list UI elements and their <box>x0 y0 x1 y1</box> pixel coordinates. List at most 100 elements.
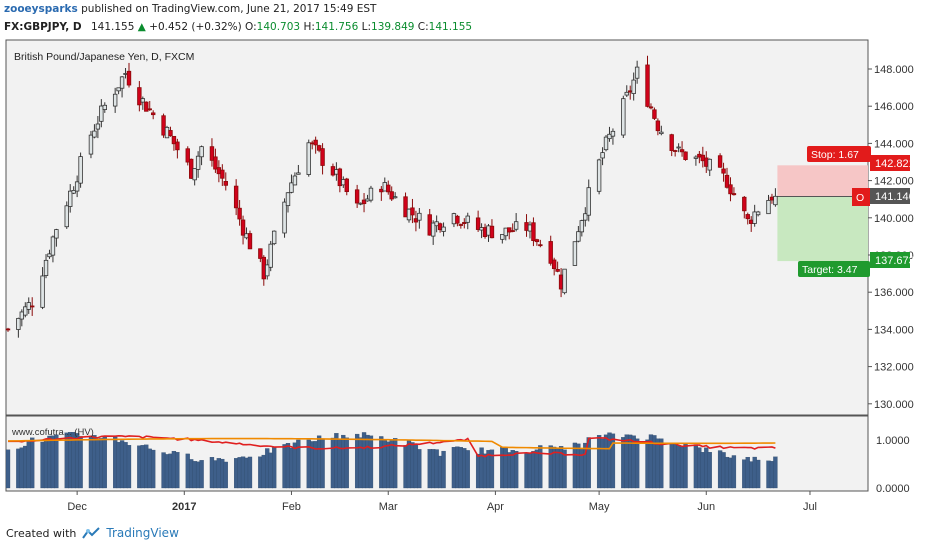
candle-body <box>95 123 101 130</box>
candle-body <box>282 201 287 234</box>
candle-body <box>337 168 343 187</box>
candle-body <box>465 215 470 223</box>
candle-body <box>361 199 367 205</box>
candle-body <box>199 146 204 158</box>
candle-body <box>513 221 519 230</box>
candle-body <box>548 241 553 264</box>
time-tick-label: Jul <box>803 501 817 513</box>
price-tick-label: 136.000 <box>874 287 914 299</box>
candle-body <box>116 87 121 92</box>
low-value: 139.849 <box>371 21 415 33</box>
target-label: Target: 3.47 <box>802 264 858 276</box>
candle-body <box>645 64 650 107</box>
created-with-text: Created with <box>6 526 77 540</box>
time-axis[interactable]: Dec 2017 Feb Mar Apr May Jun Jul <box>67 491 817 513</box>
candle-body <box>119 76 125 89</box>
candle-body <box>233 185 239 209</box>
histogram-bar <box>393 438 398 489</box>
candle-body <box>752 211 757 224</box>
candle-body <box>247 233 253 250</box>
price-axis[interactable]: 148.000146.000144.000142.000140.000138.0… <box>868 64 914 411</box>
candle-body <box>74 181 80 192</box>
histogram-bar <box>562 449 567 489</box>
candle-body <box>576 231 581 242</box>
open-marker: O <box>856 192 864 204</box>
histogram-bar <box>417 449 422 489</box>
candle-body <box>316 145 322 151</box>
candle-body <box>213 156 218 170</box>
time-tick-label: Apr <box>487 501 504 513</box>
candle-body <box>220 169 225 179</box>
histogram-bar <box>538 445 543 489</box>
candle-body <box>731 193 737 196</box>
histogram-bar <box>773 456 778 489</box>
candle-body <box>603 136 609 151</box>
change-value: +0.452 (+0.32%) <box>149 21 242 33</box>
candle-body <box>669 134 674 151</box>
candle-body <box>296 172 301 175</box>
candle-body <box>320 148 325 166</box>
candle-body <box>102 104 107 110</box>
open-label: O: <box>245 21 257 33</box>
candle-body <box>410 207 415 216</box>
candle-body <box>147 108 152 111</box>
histogram-bar <box>755 459 761 489</box>
price-tick-label: 144.000 <box>874 138 914 150</box>
candle-body <box>209 146 215 161</box>
price-tick-label: 130.000 <box>874 399 914 411</box>
candle-body <box>634 66 640 79</box>
chart-title: British Pound/Japanese Yen, D, FXCM <box>14 51 194 63</box>
candle-body <box>507 227 512 233</box>
histogram-bar <box>223 461 228 489</box>
price-tick-label: 142.000 <box>874 176 914 188</box>
published-text: published on TradingView.com, June 21, 2… <box>81 3 377 15</box>
candle-body <box>78 156 83 184</box>
tradingview-link[interactable]: TradingView <box>106 526 179 540</box>
candle-body <box>655 120 661 132</box>
candle-body <box>621 98 626 136</box>
high-value: 141.756 <box>314 21 359 33</box>
symbol-info: FX:GBPJPY, D 141.155 ▲ +0.452 (+0.32%) O… <box>4 21 472 33</box>
candle-body <box>223 181 228 186</box>
candle-body <box>572 241 578 266</box>
price-tick-label: 146.000 <box>874 101 914 113</box>
open-annotation[interactable]: O <box>852 188 870 206</box>
candle-body <box>313 139 318 146</box>
candle-body <box>417 212 422 221</box>
candle-body <box>500 233 505 240</box>
candle-body <box>600 152 605 159</box>
candle-body <box>489 225 495 239</box>
candle-body <box>583 213 588 221</box>
candle-body <box>766 200 771 215</box>
candle-body <box>610 130 616 137</box>
histogram-bar <box>151 449 156 489</box>
candle-body <box>140 98 146 103</box>
indicator-axis[interactable]: 1.0000 0.0000 <box>876 435 910 495</box>
candle-body <box>171 135 177 145</box>
publish-info: zooeysparks published on TradingView.com… <box>4 3 376 15</box>
time-tick-label: Dec <box>67 501 87 513</box>
candle-body <box>721 168 726 174</box>
username-link[interactable]: zooeysparks <box>4 3 78 15</box>
target-annotation[interactable]: Target: 3.47 <box>798 261 870 277</box>
candle-body <box>240 219 246 236</box>
svg-text:142.821: 142.821 <box>875 158 915 170</box>
stop-label: Stop: 1.67 <box>811 149 859 161</box>
candle-body <box>707 158 712 171</box>
candle-body <box>538 244 543 247</box>
candle-body <box>150 112 156 116</box>
candle-body <box>168 130 173 137</box>
histogram-bar <box>441 450 446 489</box>
candle-body <box>192 168 197 181</box>
target-zone[interactable] <box>777 196 868 262</box>
candle-body <box>596 159 602 192</box>
candle-body <box>773 195 778 206</box>
candle-body <box>137 87 142 106</box>
stop-annotation[interactable]: Stop: 1.67 <box>807 146 871 162</box>
candle-body <box>161 115 166 136</box>
candle-body <box>693 156 699 159</box>
histogram-bar <box>126 445 132 489</box>
histogram-bar <box>634 438 640 489</box>
candle-body <box>475 217 481 230</box>
